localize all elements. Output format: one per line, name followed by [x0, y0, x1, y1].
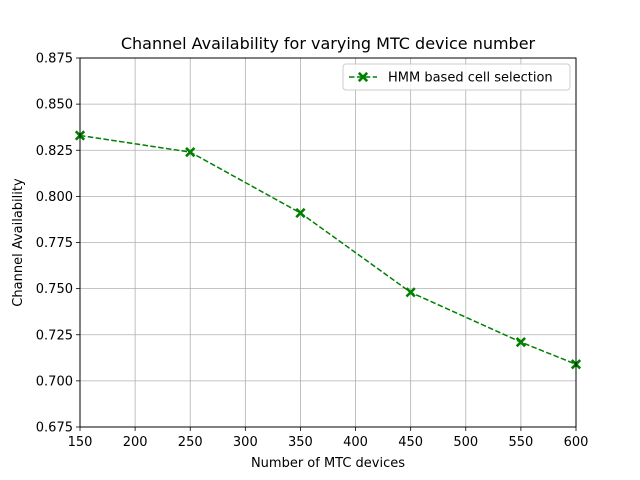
data-point	[405, 287, 416, 298]
y-tick-label: 0.800	[36, 190, 73, 205]
y-tick-label: 0.725	[36, 328, 73, 343]
x-tick-label: 500	[453, 435, 478, 450]
x-tick-label: 550	[508, 435, 533, 450]
x-tick-label: 150	[68, 435, 93, 450]
legend-marker	[357, 71, 369, 83]
x-tick-label: 600	[564, 435, 589, 450]
legend-box	[342, 63, 571, 91]
marker-stroke	[295, 207, 306, 219]
x-axis-label: Number of MTC devices	[251, 456, 405, 471]
x-tick-label: 400	[343, 435, 368, 450]
y-tick-label: 0.850	[36, 98, 73, 113]
x-tick-label: 300	[233, 435, 258, 450]
x-tick-label: 450	[398, 435, 423, 450]
y-tick-label: 0.750	[36, 282, 73, 297]
y-tick-label: 0.675	[36, 421, 73, 436]
marker-stroke	[405, 287, 416, 298]
y-tick-label: 0.875	[36, 52, 73, 67]
x-tick-label: 200	[123, 435, 148, 450]
x-tick-label: 350	[288, 435, 313, 450]
marker-stroke	[185, 146, 196, 158]
legend: HMM based cell selection	[342, 63, 571, 91]
axis-ticks: 150 200 250 300 350 400 450 500 550 600 0.675 0.700…	[36, 52, 589, 451]
marker-stroke	[357, 71, 369, 83]
legend-label: HMM based cell selection	[388, 71, 553, 86]
marker-stroke	[515, 337, 527, 348]
y-tick-label: 0.775	[36, 236, 73, 251]
y-tick-label: 0.700	[36, 374, 73, 389]
data-point	[185, 146, 196, 158]
y-tick-label: 0.825	[36, 144, 73, 159]
y-axis-label: Channel Availability	[11, 178, 26, 307]
data-point	[515, 337, 527, 348]
x-tick-label: 250	[178, 435, 203, 450]
chart-title: Channel Availability for varying MTC dev…	[121, 34, 536, 53]
data-point	[295, 207, 306, 219]
series-line	[79, 134, 577, 365]
